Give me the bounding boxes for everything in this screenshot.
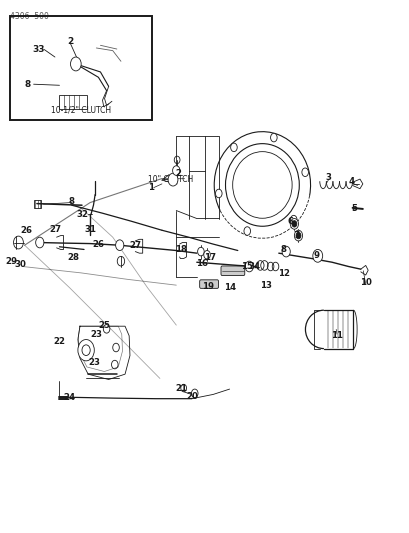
Circle shape: [197, 247, 204, 256]
Text: 10-1/2" CLUTCH: 10-1/2" CLUTCH: [51, 106, 111, 115]
Text: 27: 27: [129, 241, 141, 249]
Circle shape: [70, 57, 81, 71]
Circle shape: [230, 143, 237, 152]
Text: 9: 9: [313, 252, 319, 260]
Text: 15: 15: [240, 262, 252, 271]
Text: 23: 23: [88, 358, 100, 367]
Text: 31: 31: [84, 225, 96, 233]
Circle shape: [290, 219, 298, 229]
Circle shape: [270, 133, 276, 142]
Circle shape: [115, 240, 124, 251]
Bar: [34, 200, 41, 208]
Text: 8: 8: [69, 197, 74, 206]
Circle shape: [203, 251, 210, 259]
Text: 14: 14: [224, 284, 236, 292]
Bar: [59, 95, 87, 109]
Circle shape: [312, 249, 322, 262]
Text: 22: 22: [53, 337, 65, 345]
Text: 26: 26: [20, 227, 32, 235]
Text: 16: 16: [195, 260, 207, 268]
Text: 2: 2: [67, 37, 74, 46]
Circle shape: [245, 261, 253, 272]
Text: 20: 20: [187, 392, 198, 400]
Text: 4: 4: [348, 177, 354, 185]
FancyBboxPatch shape: [199, 280, 218, 288]
Text: 10" CLUTCH: 10" CLUTCH: [147, 175, 192, 184]
Text: 25: 25: [98, 321, 110, 329]
Circle shape: [301, 168, 308, 176]
Circle shape: [243, 227, 250, 235]
Text: 32: 32: [76, 211, 88, 219]
Circle shape: [294, 230, 302, 241]
Text: 4306  500: 4306 500: [10, 12, 49, 21]
Text: 10: 10: [359, 278, 371, 287]
Text: 1: 1: [148, 183, 153, 192]
Text: 11: 11: [330, 332, 342, 340]
Text: 27: 27: [49, 225, 61, 233]
Text: 34: 34: [247, 262, 260, 271]
Circle shape: [103, 325, 110, 333]
Circle shape: [191, 389, 198, 398]
Text: 28: 28: [67, 253, 80, 262]
Circle shape: [36, 237, 44, 248]
Bar: [10, 16, 151, 120]
Text: 24: 24: [63, 393, 76, 402]
Text: 8: 8: [25, 80, 31, 88]
Circle shape: [172, 166, 180, 175]
Text: 2: 2: [175, 169, 181, 177]
Text: 12: 12: [277, 270, 289, 278]
Circle shape: [78, 340, 94, 361]
Text: 13: 13: [259, 281, 271, 290]
Text: 5: 5: [351, 205, 357, 213]
Text: 30: 30: [15, 260, 26, 269]
Text: 23: 23: [90, 330, 102, 339]
Text: 29: 29: [5, 257, 18, 265]
Text: 6: 6: [287, 217, 292, 226]
Circle shape: [290, 215, 296, 224]
Circle shape: [215, 189, 222, 198]
Text: 7: 7: [292, 231, 298, 240]
Circle shape: [281, 246, 290, 257]
Text: 17: 17: [203, 253, 216, 262]
Circle shape: [168, 173, 178, 186]
Text: 33: 33: [33, 45, 45, 54]
FancyBboxPatch shape: [220, 266, 244, 276]
Text: 19: 19: [201, 282, 213, 291]
Text: 3: 3: [325, 173, 331, 182]
Circle shape: [291, 221, 296, 227]
Text: 21: 21: [175, 384, 187, 392]
Circle shape: [295, 232, 300, 239]
Text: 8: 8: [280, 245, 286, 254]
Text: 26: 26: [92, 240, 104, 248]
Text: 18: 18: [175, 245, 187, 254]
